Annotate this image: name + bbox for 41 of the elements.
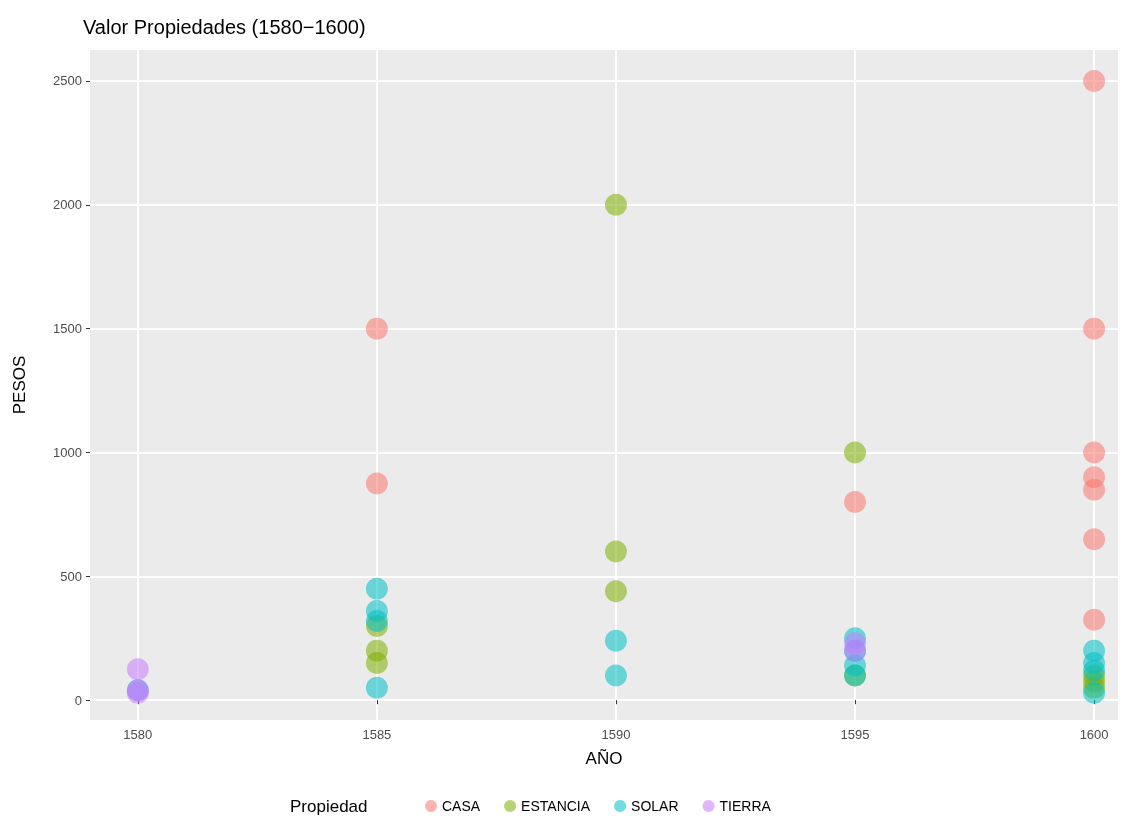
y-tick-label: 0 <box>74 692 82 708</box>
y-tick-label: 500 <box>60 568 82 584</box>
point <box>844 491 867 514</box>
legend-label: TIERRA <box>719 798 772 814</box>
x-tick-label: 1590 <box>601 727 631 742</box>
point <box>1083 608 1106 631</box>
y-tick-label: 1000 <box>53 445 82 460</box>
y-tick-label: 1500 <box>53 321 82 337</box>
legend-label: ESTANCIA <box>521 798 591 814</box>
point <box>365 577 388 600</box>
x-tick-label: 1585 <box>362 727 392 742</box>
point <box>365 609 388 632</box>
legend-title: Propiedad <box>290 797 368 816</box>
x-tick-label: 1595 <box>840 727 870 742</box>
point <box>1083 478 1106 501</box>
point <box>604 664 627 687</box>
point <box>365 317 388 340</box>
point <box>126 658 149 681</box>
point <box>844 441 867 464</box>
point <box>365 472 388 495</box>
legend-label: CASA <box>442 798 481 814</box>
legend-label: SOLAR <box>631 798 679 814</box>
point <box>604 540 627 563</box>
point <box>604 580 627 603</box>
chart-title: Valor Propiedades (1580−1600) <box>83 16 366 38</box>
y-tick-label: 2000 <box>53 197 82 213</box>
x-axis-title: AÑO <box>585 749 623 768</box>
point <box>604 193 627 216</box>
point <box>1083 317 1106 340</box>
y-tick-label: 2500 <box>53 73 82 89</box>
point <box>1083 528 1106 551</box>
x-tick-label: 1600 <box>1079 727 1109 742</box>
point <box>365 652 388 675</box>
x-tick-label: 1580 <box>123 727 153 742</box>
point <box>1083 659 1106 682</box>
point <box>365 676 388 699</box>
point <box>1083 681 1106 704</box>
point <box>1083 441 1106 464</box>
point <box>604 629 627 652</box>
y-axis-title: PESOS <box>10 355 29 415</box>
point <box>1083 69 1106 92</box>
